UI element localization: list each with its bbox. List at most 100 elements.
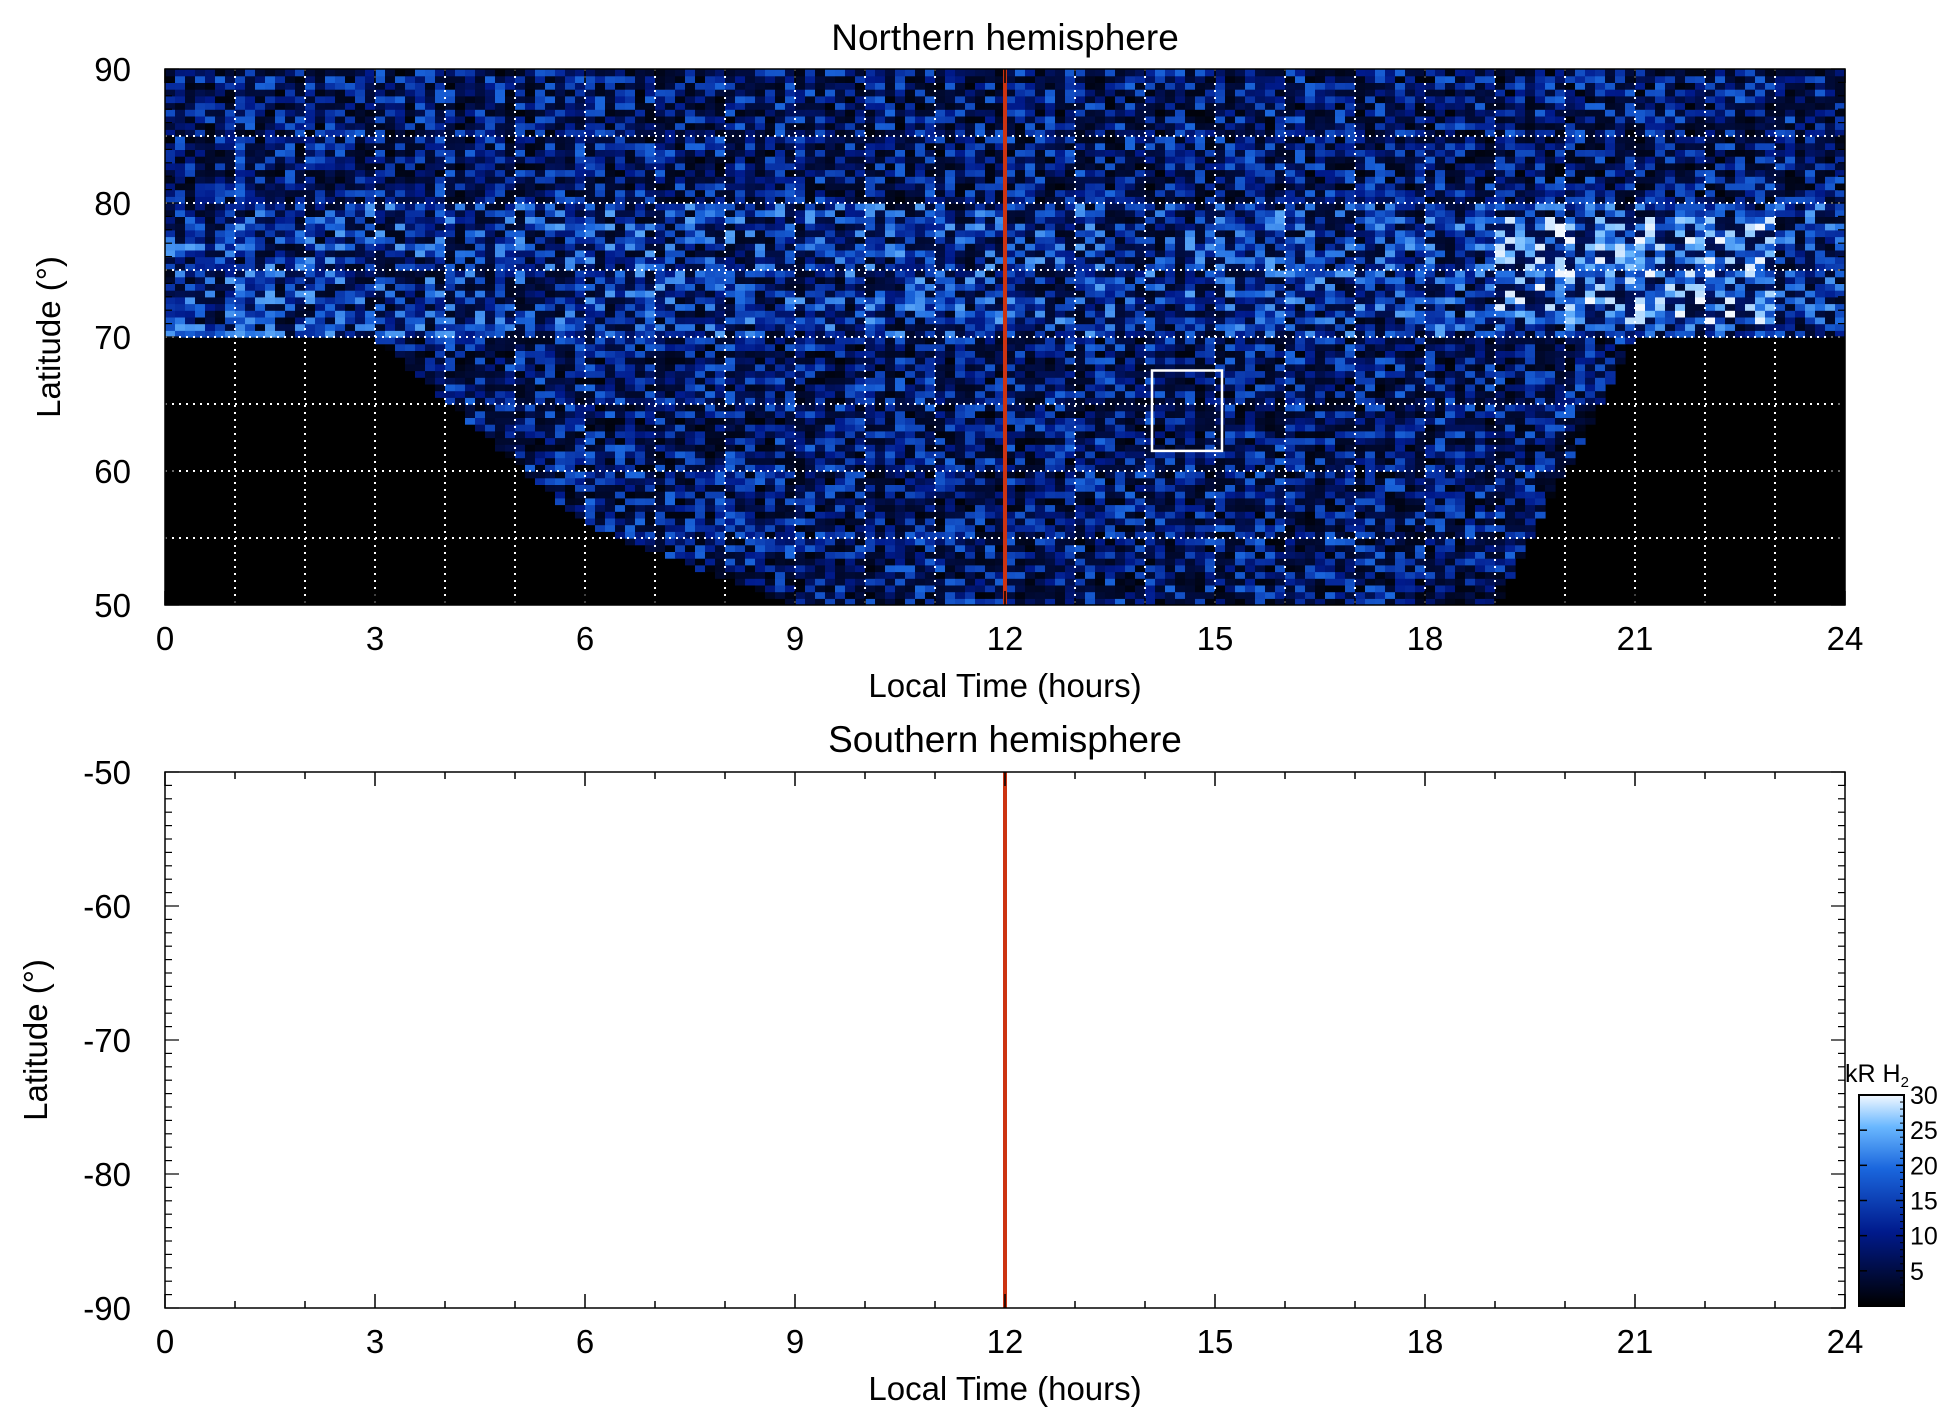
heatmap-cell [345,189,356,197]
heatmap-cell [355,323,366,331]
heatmap-cell [645,216,656,224]
heatmap-cell [945,497,956,506]
heatmap-cell [895,591,906,599]
heatmap-cell [305,189,316,197]
heatmap-cell [715,337,726,345]
heatmap-cell [395,182,406,191]
heatmap-cell [925,404,936,412]
heatmap-cell [725,330,736,338]
heatmap-cell [495,337,506,345]
heatmap-cell [265,276,276,284]
heatmap-cell [295,216,306,224]
heatmap-cell [415,115,426,124]
heatmap-cell [695,223,706,231]
heatmap-cell [885,303,896,311]
heatmap-cell [515,457,526,465]
heatmap-cell [475,283,486,291]
heatmap-cell [245,115,256,124]
heatmap-cell [605,243,616,251]
heatmap-cell [455,343,466,351]
heatmap-cell [325,156,336,164]
heatmap-cell [245,169,256,177]
heatmap-cell [955,149,966,157]
heatmap-cell [715,330,726,338]
heatmap-cell [605,196,616,204]
heatmap-cell [635,424,646,432]
heatmap-cell [815,404,826,412]
heatmap-cell [335,290,346,298]
heatmap-cell [725,296,736,305]
heatmap-cell [835,229,846,238]
heatmap-cell [885,564,896,573]
heatmap-cell [745,377,756,385]
heatmap-cell [765,316,776,325]
heatmap-cell [715,377,726,385]
heatmap-cell [535,424,546,432]
heatmap-cell [605,69,616,77]
heatmap-cell [545,156,556,164]
heatmap-cell [955,283,966,291]
heatmap-cell [935,538,946,546]
heatmap-cell [775,189,786,197]
heatmap-cell [715,89,726,97]
heatmap-cell [715,95,726,104]
heatmap-cell [505,350,516,358]
heatmap-cell [925,316,936,325]
heatmap-cell [315,89,326,97]
heatmap-cell [505,129,516,137]
heatmap-cell [275,156,286,164]
heatmap-cell [885,323,896,331]
heatmap-cell [825,457,836,465]
heatmap-cell [565,229,576,238]
heatmap-cell [725,129,736,137]
heatmap-cell [195,176,206,184]
heatmap-cell [835,571,846,579]
heatmap-cell [925,323,936,331]
heatmap-cell [845,310,856,318]
heatmap-cell [885,410,896,418]
heatmap-cell [645,430,656,439]
heatmap-cell [725,377,736,385]
heatmap-cell [475,303,486,311]
heatmap-cell [865,491,876,499]
heatmap-cell [695,136,706,144]
heatmap-cell [615,296,626,305]
heatmap-cell [495,95,506,104]
heatmap-cell [445,142,456,150]
heatmap-cell [365,75,376,83]
heatmap-cell [245,82,256,90]
heatmap-cell [745,95,756,104]
heatmap-cell [755,584,766,593]
heatmap-cell [925,75,936,83]
heatmap-cell [675,263,686,271]
heatmap-cell [875,122,886,130]
heatmap-cell [485,383,496,392]
heatmap-cell [415,95,426,104]
heatmap-cell [825,316,836,325]
heatmap-cell [475,236,486,244]
heatmap-cell [695,551,706,559]
heatmap-cell [955,303,966,311]
heatmap-cell [725,95,736,104]
heatmap-cell [625,464,636,472]
heatmap-cell [695,531,706,539]
heatmap-cell [215,149,226,157]
heatmap-cell [455,303,466,311]
heatmap-cell [905,477,916,485]
heatmap-cell [825,182,836,191]
heatmap-cell [665,176,676,184]
heatmap-cell [355,75,366,83]
heatmap-cell [335,95,346,104]
heatmap-cell [665,249,676,258]
heatmap-cell [645,162,656,171]
heatmap-cell [715,410,726,418]
heatmap-cell [935,397,946,405]
heatmap-cell [875,477,886,485]
heatmap-cell [835,236,846,244]
heatmap-cell [605,89,616,97]
heatmap-cell [175,290,186,298]
heatmap-cell [765,511,776,519]
heatmap-cell [565,82,576,90]
heatmap-cell [835,109,846,117]
heatmap-cell [755,564,766,573]
